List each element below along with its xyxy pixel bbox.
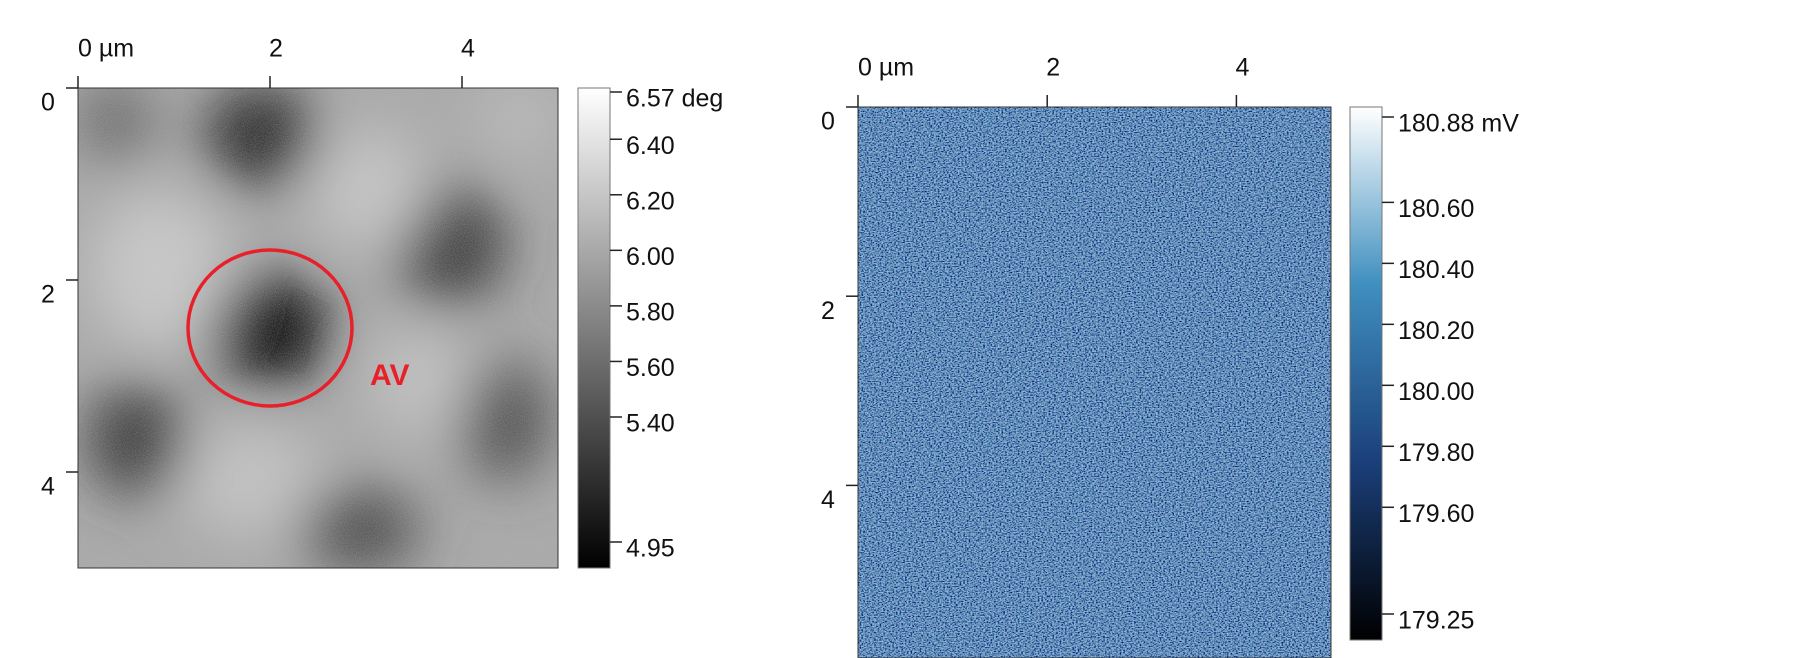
colorbar-label: 4.95 — [626, 535, 675, 563]
y-tick-label: 4 — [821, 486, 835, 514]
highlight-circle — [186, 248, 354, 408]
colorbar-label: 6.57 deg — [626, 85, 723, 113]
image-frame — [857, 106, 1332, 658]
annotation: AV — [370, 359, 409, 392]
x-tick-label: 2 — [1046, 54, 1060, 82]
colorbar-label: 6.00 — [626, 243, 675, 271]
colorbar — [577, 87, 611, 569]
y-tick-label: 0 — [41, 89, 55, 117]
x-tick-label: 4 — [1235, 54, 1249, 82]
colorbar-label: 6.20 — [626, 187, 675, 215]
colorbar-label: 179.25 — [1398, 607, 1474, 635]
colorbar-label: 179.80 — [1398, 439, 1474, 467]
y-tick-label: 2 — [41, 281, 55, 309]
colorbar-label: 5.40 — [626, 410, 675, 438]
x-tick-label: 2 — [269, 35, 283, 63]
y-tick-label: 4 — [41, 473, 55, 501]
colorbar-label: 180.88 mV — [1398, 110, 1519, 138]
image-frame — [77, 87, 559, 569]
y-tick-label: 0 — [821, 108, 835, 136]
y-tick-label: 2 — [821, 297, 835, 325]
phase-image — [78, 88, 558, 568]
colorbar-label: 179.60 — [1398, 500, 1474, 528]
colorbar-label: 180.00 — [1398, 378, 1474, 406]
colorbar-label: 5.60 — [626, 354, 675, 382]
colorbar-label: 5.80 — [626, 298, 675, 326]
colorbar-label: 180.20 — [1398, 317, 1474, 345]
signal-image — [858, 107, 1331, 658]
colorbar-label: 180.40 — [1398, 256, 1474, 284]
x-tick-label: 0 µm — [78, 35, 134, 63]
x-tick-label: 4 — [461, 35, 475, 63]
colorbar — [1349, 106, 1383, 641]
colorbar-label: 180.60 — [1398, 195, 1474, 223]
x-tick-label: 0 µm — [858, 54, 914, 82]
colorbar-label: 6.40 — [626, 132, 675, 160]
